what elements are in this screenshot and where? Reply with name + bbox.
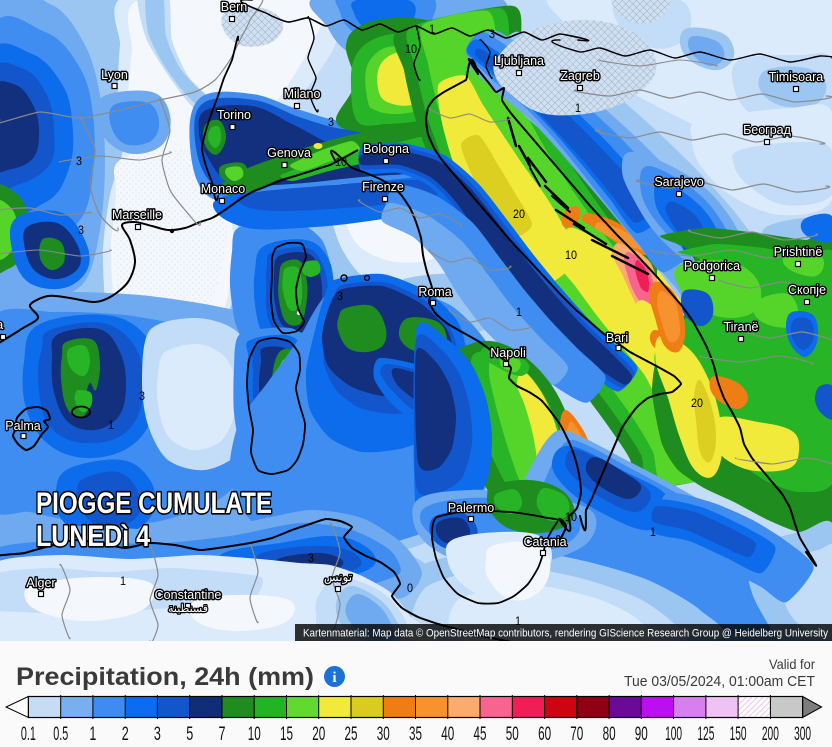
svg-text:15: 15 — [280, 724, 293, 745]
svg-text:10: 10 — [335, 155, 347, 169]
svg-text:Catania: Catania — [523, 535, 566, 549]
svg-text:20: 20 — [691, 396, 703, 410]
svg-text:3: 3 — [308, 551, 314, 565]
svg-text:Marseille: Marseille — [112, 208, 162, 222]
svg-text:PIOGGE CUMULATE: PIOGGE CUMULATE — [36, 487, 272, 520]
svg-text:5: 5 — [186, 724, 193, 745]
svg-text:Tiranë: Tiranë — [724, 320, 759, 334]
svg-text:Monaco: Monaco — [201, 182, 246, 196]
svg-text:0.1: 0.1 — [21, 724, 36, 745]
svg-text:قسنطينة: قسنطينة — [168, 603, 208, 615]
svg-text:1: 1 — [120, 574, 126, 588]
svg-text:1: 1 — [429, 22, 435, 36]
svg-text:1: 1 — [516, 305, 522, 319]
svg-text:100: 100 — [665, 724, 682, 745]
svg-text:Milano: Milano — [284, 87, 321, 101]
svg-text:1: 1 — [89, 724, 96, 745]
svg-text:1: 1 — [650, 525, 656, 539]
svg-text:Sarajevo: Sarajevo — [654, 175, 703, 189]
svg-text:Constantine: Constantine — [155, 588, 222, 602]
svg-text:20: 20 — [312, 724, 325, 745]
svg-text:Lyon: Lyon — [101, 68, 128, 82]
svg-text:35: 35 — [409, 724, 422, 745]
svg-text:7: 7 — [219, 724, 226, 745]
svg-text:3: 3 — [337, 289, 343, 303]
svg-text:10: 10 — [565, 248, 577, 262]
svg-text:Precipitation, 24h (mm): Precipitation, 24h (mm) — [16, 663, 314, 691]
svg-text:Roma: Roma — [418, 285, 451, 299]
svg-text:3: 3 — [139, 389, 145, 403]
svg-text:Београд: Београд — [743, 123, 792, 137]
svg-text:0: 0 — [407, 581, 413, 595]
svg-text:i: i — [332, 670, 336, 686]
svg-text:40: 40 — [441, 724, 454, 745]
svg-text:200: 200 — [762, 724, 779, 745]
svg-text:Zagreb: Zagreb — [560, 69, 600, 83]
svg-text:1: 1 — [575, 101, 581, 115]
svg-text:90: 90 — [635, 724, 648, 745]
svg-text:Prishtinë: Prishtinë — [774, 245, 823, 259]
svg-text:LUNEDì 4: LUNEDì 4 — [36, 520, 150, 553]
svg-text:80: 80 — [603, 724, 616, 745]
svg-text:10: 10 — [248, 724, 261, 745]
svg-text:Palermo: Palermo — [448, 501, 495, 515]
svg-text:Napoli: Napoli — [490, 346, 525, 360]
svg-text:0.5: 0.5 — [53, 724, 68, 745]
svg-text:3: 3 — [489, 27, 495, 41]
svg-text:45: 45 — [474, 724, 487, 745]
svg-text:Ljubljana: Ljubljana — [494, 54, 544, 68]
svg-text:50: 50 — [506, 724, 519, 745]
svg-text:Palma: Palma — [5, 419, 40, 433]
svg-text:Podgorica: Podgorica — [684, 259, 740, 273]
svg-text:20: 20 — [513, 207, 525, 221]
svg-text:3: 3 — [154, 724, 161, 745]
svg-text:30: 30 — [377, 724, 390, 745]
svg-text:3: 3 — [78, 223, 84, 237]
svg-text:Kartenmaterial: Map data © Ope: Kartenmaterial: Map data © OpenStreetMap… — [303, 628, 828, 640]
svg-text:تونس: تونس — [324, 570, 352, 584]
svg-text:300: 300 — [794, 724, 811, 745]
svg-text:1: 1 — [108, 418, 114, 432]
svg-text:Valid for: Valid for — [769, 656, 815, 672]
svg-text:125: 125 — [697, 724, 714, 745]
svg-text:Alger: Alger — [26, 576, 55, 590]
svg-text:3: 3 — [328, 115, 334, 129]
svg-text:Bologna: Bologna — [363, 142, 409, 156]
svg-text:Barcelona: Barcelona — [0, 318, 3, 332]
svg-text:25: 25 — [345, 724, 358, 745]
svg-text:1: 1 — [515, 614, 521, 628]
svg-text:Timisoara: Timisoara — [769, 70, 823, 84]
svg-text:150: 150 — [730, 724, 747, 745]
svg-text:3: 3 — [76, 154, 82, 168]
svg-text:Bern: Bern — [221, 0, 247, 14]
svg-text:Torino: Torino — [217, 108, 251, 122]
svg-text:Скопје: Скопје — [788, 283, 826, 297]
svg-text:60: 60 — [538, 724, 551, 745]
svg-text:Firenze: Firenze — [362, 180, 404, 194]
svg-text:Bari: Bari — [606, 331, 628, 345]
svg-text:Genova: Genova — [267, 146, 311, 160]
svg-text:10: 10 — [565, 510, 577, 524]
svg-text:10: 10 — [405, 42, 417, 56]
svg-text:70: 70 — [570, 724, 583, 745]
svg-text:2: 2 — [122, 724, 129, 745]
svg-text:Tue 03/05/2024, 01:00am CET: Tue 03/05/2024, 01:00am CET — [624, 673, 815, 690]
